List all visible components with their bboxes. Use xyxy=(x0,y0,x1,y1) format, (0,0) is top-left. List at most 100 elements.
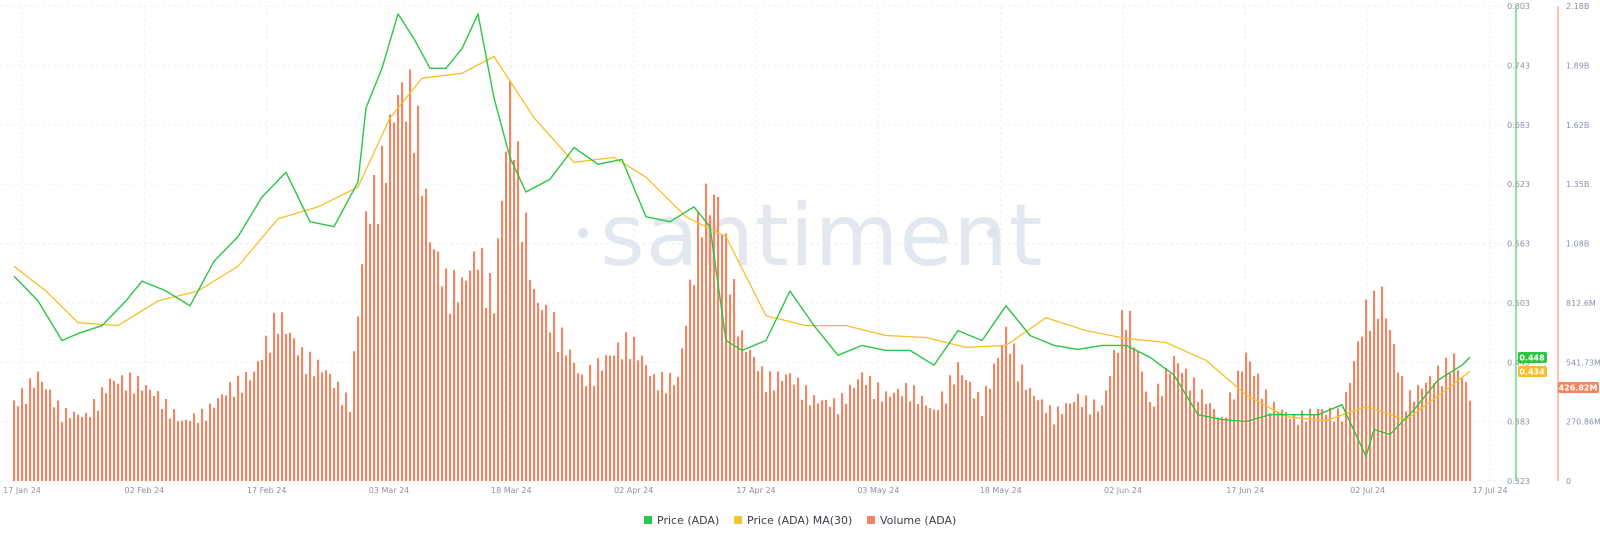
volume-bar xyxy=(1077,393,1080,481)
volume-bar xyxy=(1129,310,1132,481)
y-right-tick-label: 2.18B xyxy=(1566,2,1589,11)
volume-bar xyxy=(409,69,412,481)
volume-bar xyxy=(169,418,172,481)
legend: Price (ADA) Price (ADA) MA(30) Volume (A… xyxy=(644,514,956,527)
volume-bar xyxy=(849,384,852,481)
watermark: santiment xyxy=(600,186,1044,286)
volume-bar xyxy=(89,417,92,481)
volume-bar xyxy=(1353,361,1356,481)
volume-bar xyxy=(1321,408,1324,481)
volume-bar xyxy=(65,408,68,481)
volume-bar xyxy=(889,396,892,481)
volume-bar xyxy=(921,395,924,481)
volume-bar xyxy=(1141,371,1144,481)
volume-bar xyxy=(457,302,460,481)
volume-bar xyxy=(1153,406,1156,481)
volume-bar xyxy=(1101,405,1104,481)
x-tick-label: 02 Feb 24 xyxy=(125,486,165,495)
volume-bar xyxy=(541,309,544,481)
value-badges: 0.448 0.434 426.82M xyxy=(1518,352,1599,393)
legend-swatch-ma xyxy=(734,516,742,524)
volume-bar xyxy=(1245,352,1248,481)
volume-bar xyxy=(153,395,156,481)
volume-bar xyxy=(245,372,248,481)
volume-bar xyxy=(1049,405,1052,481)
volume-bar xyxy=(1093,399,1096,481)
volume-bar xyxy=(317,359,320,481)
volume-bar xyxy=(33,387,36,481)
volume-bar xyxy=(453,270,456,481)
volume-bar xyxy=(529,279,532,481)
volume-bar xyxy=(69,418,72,481)
y-right-tick-label: 1.35B xyxy=(1566,180,1589,189)
volume-bar xyxy=(857,379,860,481)
volume-bar xyxy=(325,370,328,481)
volume-bar xyxy=(1205,404,1208,481)
volume-bar xyxy=(1149,401,1152,481)
volume-bar xyxy=(1381,286,1384,481)
volume-bar xyxy=(817,403,820,481)
volume-bar xyxy=(1213,409,1216,481)
volume-bar xyxy=(1301,410,1304,481)
volume-bar xyxy=(1029,388,1032,481)
volume-bar xyxy=(13,400,16,481)
volume-bar xyxy=(829,406,832,481)
ma-badge-text: 0.434 xyxy=(1519,368,1545,377)
volume-bar xyxy=(1165,367,1168,481)
volume-bar xyxy=(1453,353,1456,481)
volume-bar xyxy=(1365,299,1368,481)
volume-bar xyxy=(485,308,488,481)
ma-badge xyxy=(1518,366,1547,377)
volume-bar xyxy=(525,212,528,481)
volume-bar xyxy=(137,375,140,481)
volume-bar xyxy=(669,373,672,481)
volume-bar xyxy=(333,387,336,481)
volume-bar xyxy=(1025,389,1028,481)
volume-bar xyxy=(1333,421,1336,481)
volume-bar xyxy=(497,238,500,481)
volume-bar xyxy=(665,393,668,481)
volume-bar xyxy=(861,372,864,481)
volume-bar xyxy=(1445,357,1448,481)
volume-bar xyxy=(873,399,876,481)
volume-bar xyxy=(977,392,980,481)
volume-bar xyxy=(93,399,96,481)
legend-label-ma: Price (ADA) MA(30) xyxy=(747,514,852,527)
volume-bar xyxy=(1169,373,1172,481)
y-right-tick-label: 0 xyxy=(1566,477,1571,486)
volume-bar xyxy=(233,396,236,481)
volume-bar xyxy=(405,121,408,481)
volume-bar xyxy=(373,174,376,481)
volume-bars xyxy=(13,69,1472,482)
volume-bar xyxy=(877,382,880,481)
volume-bar xyxy=(1209,403,1212,481)
volume-bar xyxy=(1181,373,1184,481)
volume-bar xyxy=(833,398,836,481)
volume-bar xyxy=(625,332,628,481)
ma30-line xyxy=(13,55,1471,422)
x-tick-label: 18 May 24 xyxy=(980,486,1022,495)
volume-bar xyxy=(401,82,404,481)
x-tick-label: 02 Apr 24 xyxy=(614,486,653,495)
volume-bar xyxy=(285,333,288,481)
volume-bar xyxy=(1297,424,1300,481)
volume-bar xyxy=(349,411,352,481)
volume-bar xyxy=(161,408,164,481)
volume-bar xyxy=(421,195,424,481)
volume-bar xyxy=(21,388,24,481)
volume-bar xyxy=(701,237,704,481)
volume-bar xyxy=(389,114,392,482)
volume-bar xyxy=(869,375,872,481)
volume-bar xyxy=(205,420,208,481)
volume-bar xyxy=(269,352,272,481)
volume-bar xyxy=(1069,403,1072,481)
volume-bar xyxy=(881,401,884,481)
volume-bar xyxy=(1305,421,1308,481)
volume-bar xyxy=(1057,406,1060,481)
volume-bar xyxy=(553,312,556,481)
volume-bar xyxy=(909,401,912,481)
volume-bar xyxy=(521,241,524,481)
volume-bar xyxy=(841,393,844,481)
volume-bar xyxy=(905,382,908,481)
volume-bar xyxy=(917,403,920,481)
